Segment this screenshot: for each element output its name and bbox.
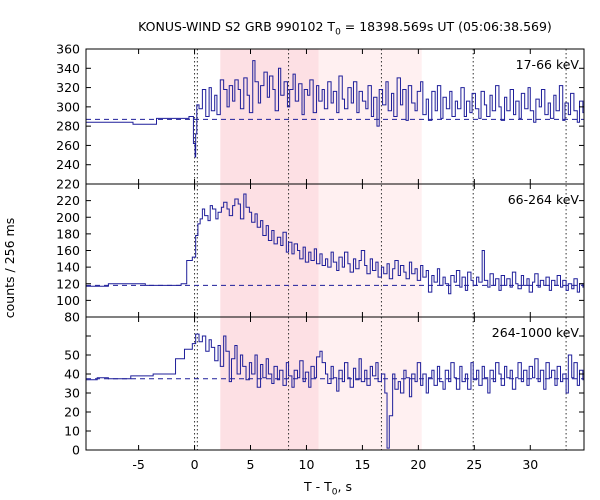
count-rate-series <box>86 193 584 295</box>
y-tick-label: 50 <box>64 348 80 363</box>
y-tick-label: 120 <box>56 276 80 291</box>
y-tick-label: 220 <box>56 177 80 192</box>
y-tick-label: 360 <box>56 42 80 57</box>
y-tick-label: 340 <box>56 61 80 76</box>
energy-band-label: 17-66 keV <box>516 57 580 72</box>
energy-band-label: 66-264 keV <box>508 192 580 207</box>
shaded-intervals <box>220 49 422 450</box>
y-tick-label: 80 <box>64 310 80 325</box>
y-tick-label: 180 <box>56 226 80 241</box>
shaded-interval-0 <box>220 49 319 450</box>
x-axis-label: T - T0, s <box>303 479 352 498</box>
chart-title: KONUS-WIND S2 GRB 990102 T0 = 18398.569s… <box>138 19 552 38</box>
y-tick-label: 160 <box>56 243 80 258</box>
y-tick-label: 100 <box>56 293 80 308</box>
y-axis-label: counts / 256 ms <box>2 218 17 318</box>
y-tick-label: 320 <box>56 80 80 95</box>
count-rate-series <box>86 60 584 158</box>
y-tick-label: 280 <box>56 119 80 134</box>
energy-band-label: 264-1000 keV <box>492 325 580 340</box>
x-tick-label: -5 <box>132 457 144 472</box>
y-tick-label: 140 <box>56 260 80 275</box>
x-tick-label: 10 <box>299 457 315 472</box>
panel-0: 220 240 260 280 300 320 340 360 17-66 keV <box>56 42 585 192</box>
x-tick-label: 30 <box>522 457 538 472</box>
panel-frame <box>85 316 585 451</box>
y-tick-label: 300 <box>56 99 80 114</box>
panel-2: 0 10 20 30 40 50 264-1000 keV <box>64 316 585 458</box>
y-tick-label: 20 <box>64 405 80 420</box>
y-tick-label: 30 <box>64 386 80 401</box>
x-tick-label: 15 <box>354 457 370 472</box>
x-tick-label: 5 <box>247 457 255 472</box>
y-tick-label: 200 <box>56 210 80 225</box>
x-tick-label: 20 <box>410 457 426 472</box>
x-tick-label: 25 <box>466 457 482 472</box>
y-tick-label: 0 <box>72 443 80 458</box>
count-rate-series <box>86 333 584 449</box>
y-tick-label: 240 <box>56 157 80 172</box>
y-tick-label: 10 <box>64 424 80 439</box>
y-tick-label: 40 <box>64 367 80 382</box>
x-tick-label: 0 <box>191 457 199 472</box>
x-axis: -5 0 5 10 15 20 25 30 <box>132 457 538 472</box>
y-tick-label: 220 <box>56 193 80 208</box>
y-tick-label: 260 <box>56 138 80 153</box>
